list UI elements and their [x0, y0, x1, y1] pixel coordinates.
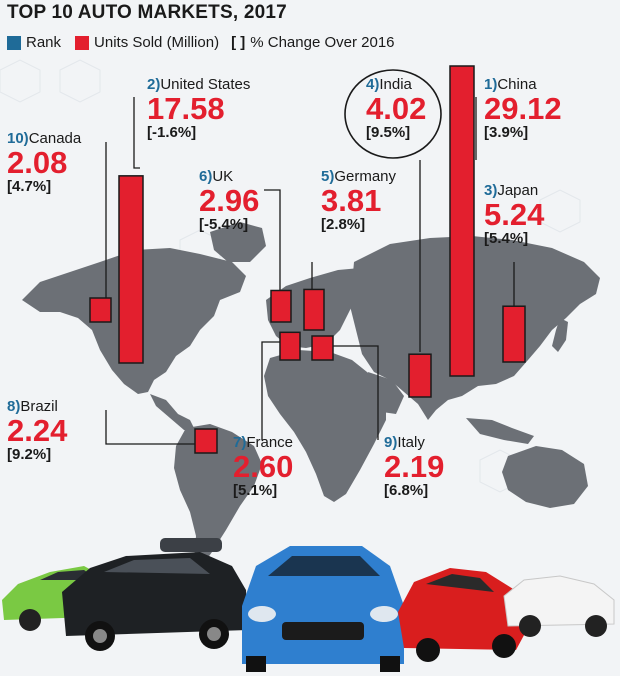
rank-label: 3): [484, 182, 498, 199]
change-value: [9.5%]: [366, 124, 411, 141]
rank-label: 8): [7, 398, 21, 415]
label-france: 7)France 2.60 [5.1%]: [233, 434, 293, 499]
units-value: 2.19: [384, 449, 445, 484]
country-heading: 4)India: [366, 76, 426, 93]
australia-shape: [502, 446, 588, 508]
rank-label: 10): [7, 130, 29, 147]
label-brazil: 8)Brazil 2.24 [9.2%]: [7, 398, 67, 463]
change-value: [3.9%]: [484, 124, 529, 141]
units-value: 4.02: [366, 91, 427, 126]
label-china: 1)China 29.12 [3.9%]: [484, 76, 562, 141]
units-value: 17.58: [147, 91, 225, 126]
rank-label: 6): [199, 168, 213, 185]
label-united-states: 2)United States 17.58 [-1.6%]: [147, 76, 250, 141]
legend-rank-label: Rank: [26, 34, 62, 51]
country-label: France: [246, 434, 294, 451]
bar-canada: [89, 297, 112, 323]
label-canada: 10)Canada 2.08 [4.7%]: [7, 130, 81, 195]
white-convertible: [503, 575, 615, 637]
change-value: [5.4%]: [484, 230, 529, 247]
africa-shape: [264, 350, 386, 502]
change-value: [6.8%]: [384, 482, 429, 499]
bar-united-states: [118, 175, 144, 364]
greenland-shape: [210, 222, 266, 262]
units-value: 2.08: [7, 145, 68, 180]
connector-united-states: [133, 97, 140, 169]
country-heading: 8)Brazil: [7, 398, 67, 415]
bar-brazil: [194, 428, 218, 454]
red-sports-car: [398, 568, 530, 662]
chart-title: TOP 10 AUTO MARKETS, 2017: [7, 2, 287, 23]
country-heading: 3)Japan: [484, 182, 544, 199]
rank-label: 5): [321, 168, 335, 185]
units-value: 5.24: [484, 197, 545, 232]
label-japan: 3)Japan 5.24 [5.4%]: [484, 182, 544, 247]
bar-italy: [311, 335, 334, 361]
connector-uk: [264, 189, 281, 290]
units-value: 2.96: [199, 183, 260, 218]
legend-rank-swatch: [7, 35, 21, 50]
country-label: United States: [160, 76, 251, 93]
rank-label: 9): [384, 434, 398, 451]
legend: Rank Units Sold (Million) [ ] % Change O…: [7, 34, 395, 51]
rank-label: 7): [233, 434, 247, 451]
bar-india: [408, 353, 432, 398]
units-value: 2.24: [7, 413, 68, 448]
country-label: Japan: [497, 182, 539, 199]
legend-units-swatch: [75, 35, 90, 50]
legend-change-bracket: [ ]: [231, 34, 246, 51]
change-value: [-5.4%]: [199, 216, 249, 233]
rank-label: 1): [484, 76, 498, 93]
country-heading: 7)France: [233, 434, 293, 451]
country-label: India: [379, 76, 412, 93]
bar-germany: [303, 288, 325, 331]
country-heading: 10)Canada: [7, 130, 81, 147]
legend-units-label: Units Sold (Million): [94, 34, 220, 51]
bar-uk: [270, 289, 292, 323]
country-label: Germany: [334, 168, 397, 185]
country-label: UK: [212, 168, 234, 185]
india-highlight-circle: [344, 69, 442, 159]
bar-japan: [502, 305, 526, 363]
indonesia-shape: [466, 418, 534, 444]
rank-label: 4): [366, 76, 380, 93]
units-value: 29.12: [484, 91, 562, 126]
legend-change-label: % Change Over 2016: [250, 34, 395, 51]
connector-france: [261, 341, 280, 440]
label-germany: 5)Germany 3.81 [2.8%]: [321, 168, 396, 233]
country-label: China: [497, 76, 537, 93]
arabia-shape: [368, 372, 404, 414]
central-america-shape: [150, 394, 196, 432]
change-value: [-1.6%]: [147, 124, 197, 141]
country-label: Italy: [397, 434, 425, 451]
country-label: Brazil: [20, 398, 58, 415]
rank-label: 2): [147, 76, 161, 93]
country-heading: 5)Germany: [321, 168, 396, 185]
change-value: [9.2%]: [7, 446, 52, 463]
connector-brazil: [105, 410, 195, 445]
bar-france: [279, 331, 301, 361]
blue-car: [242, 546, 404, 672]
units-value: 3.81: [321, 183, 382, 218]
bar-china: [449, 65, 475, 377]
change-value: [4.7%]: [7, 178, 52, 195]
change-value: [5.1%]: [233, 482, 278, 499]
country-heading: 1)China: [484, 76, 562, 93]
units-value: 2.60: [233, 449, 294, 484]
south-america-shape: [174, 424, 262, 566]
country-heading: 2)United States: [147, 76, 250, 93]
country-label: Canada: [28, 130, 82, 147]
black-suv: [62, 538, 248, 651]
label-italy: 9)Italy 2.19 [6.8%]: [384, 434, 444, 499]
label-uk: 6)UK 2.96 [-5.4%]: [199, 168, 259, 233]
japan-shape: [552, 318, 568, 352]
label-india: 4)India 4.02 [9.5%]: [366, 76, 426, 141]
country-heading: 9)Italy: [384, 434, 444, 451]
country-heading: 6)UK: [199, 168, 259, 185]
change-value: [2.8%]: [321, 216, 366, 233]
connector-italy: [333, 345, 379, 440]
